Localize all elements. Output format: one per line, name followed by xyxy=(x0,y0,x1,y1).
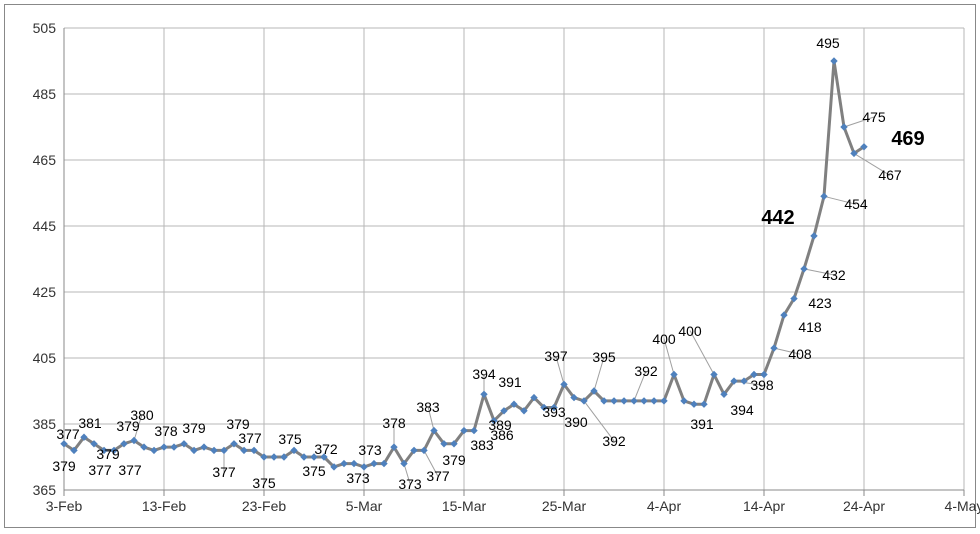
data-label: 392 xyxy=(602,434,625,448)
y-tick-label: 445 xyxy=(33,218,56,234)
data-label: 442 xyxy=(761,208,794,228)
data-label: 379 xyxy=(442,453,465,467)
data-label: 467 xyxy=(878,168,901,182)
data-label: 373 xyxy=(346,471,369,485)
y-tick-label: 405 xyxy=(33,350,56,366)
data-label: 391 xyxy=(690,417,713,431)
data-label: 377 xyxy=(212,465,235,479)
x-tick-label: 14-Apr xyxy=(743,498,785,514)
data-label: 400 xyxy=(678,324,701,338)
data-label: 383 xyxy=(416,400,439,414)
x-tick-label: 3-Feb xyxy=(46,498,83,514)
y-tick-label: 505 xyxy=(33,20,56,36)
chart-stage: 365 385 405 425 445 465 485 505 3-Feb 13-Feb 23-Fe… xyxy=(0,0,980,534)
data-label: 379 xyxy=(52,459,75,473)
data-label: 418 xyxy=(798,320,821,334)
data-label: 375 xyxy=(252,476,275,490)
data-label: 379 xyxy=(226,417,249,431)
data-label: 380 xyxy=(130,408,153,422)
data-label: 375 xyxy=(278,432,301,446)
x-tick-label: 25-Mar xyxy=(542,498,586,514)
data-label: 381 xyxy=(78,416,101,430)
x-tick-label: 13-Feb xyxy=(142,498,186,514)
data-label: 378 xyxy=(154,424,177,438)
data-label: 390 xyxy=(564,415,587,429)
data-label: 432 xyxy=(822,268,845,282)
data-label: 373 xyxy=(398,477,421,491)
data-label: 400 xyxy=(652,332,675,346)
data-label: 398 xyxy=(750,378,773,392)
x-tick-label: 4-Apr xyxy=(647,498,681,514)
x-tick-label: 4-May xyxy=(945,498,980,514)
data-label: 377 xyxy=(238,431,261,445)
data-label: 495 xyxy=(816,36,839,50)
x-tick-label: 23-Feb xyxy=(242,498,286,514)
x-tick-label: 24-Apr xyxy=(843,498,885,514)
data-label: 394 xyxy=(730,403,753,417)
data-label: 475 xyxy=(862,110,885,124)
data-label: 377 xyxy=(118,463,141,477)
data-label: 377 xyxy=(426,469,449,483)
data-label: 373 xyxy=(358,443,381,457)
data-label: 469 xyxy=(891,129,924,149)
data-label: 372 xyxy=(314,442,337,456)
data-label: 392 xyxy=(634,364,657,378)
data-label: 408 xyxy=(788,347,811,361)
data-label: 389 xyxy=(488,418,511,432)
data-label: 391 xyxy=(498,375,521,389)
data-label: 379 xyxy=(182,421,205,435)
x-tick-label: 15-Mar xyxy=(442,498,486,514)
data-label: 377 xyxy=(88,463,111,477)
data-label: 397 xyxy=(544,349,567,363)
y-tick-label: 385 xyxy=(33,416,56,432)
data-label: 379 xyxy=(96,447,119,461)
y-tick-label: 465 xyxy=(33,152,56,168)
y-tick-label: 485 xyxy=(33,86,56,102)
x-tick-label: 5-Mar xyxy=(346,498,383,514)
data-label: 375 xyxy=(302,464,325,478)
data-label: 423 xyxy=(808,296,831,310)
data-label: 378 xyxy=(382,416,405,430)
data-label: 454 xyxy=(844,197,867,211)
data-label: 393 xyxy=(542,405,565,419)
data-label: 394 xyxy=(472,367,495,381)
y-tick-label: 365 xyxy=(33,482,56,498)
data-label: 395 xyxy=(592,350,615,364)
data-label: 377 xyxy=(56,427,79,441)
y-tick-label: 425 xyxy=(33,284,56,300)
